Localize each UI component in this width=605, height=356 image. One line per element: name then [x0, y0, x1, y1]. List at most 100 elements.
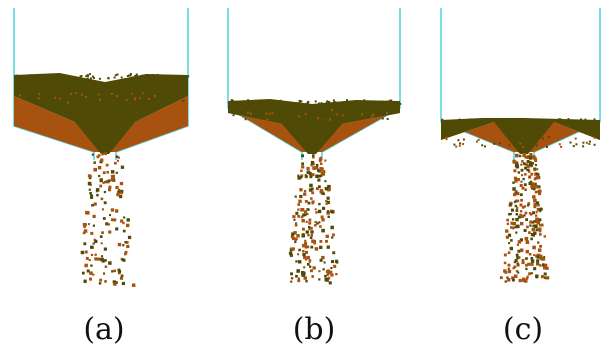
falling-particle [305, 280, 308, 283]
interface-grain [535, 144, 538, 147]
falling-particle [530, 237, 533, 241]
falling-particle [104, 259, 107, 262]
falling-particle [122, 221, 125, 225]
falling-particle [124, 251, 128, 254]
surface-grain [527, 118, 530, 121]
falling-particle [512, 187, 516, 191]
interface-grain [499, 142, 502, 145]
falling-particle [535, 228, 539, 232]
interface-grain [572, 145, 575, 148]
surface-grain [527, 123, 530, 125]
surface-grain [333, 101, 336, 103]
falling-particle [315, 174, 319, 178]
interface-grain [85, 96, 87, 98]
surface-grain [479, 119, 482, 122]
falling-particle [302, 243, 306, 248]
falling-particle [543, 276, 547, 279]
falling-particle [110, 177, 115, 182]
falling-particle [515, 153, 519, 158]
falling-particle [530, 257, 534, 260]
falling-particle [306, 255, 310, 260]
falling-particle [518, 154, 522, 158]
falling-particle [89, 271, 93, 275]
granular-layer-top [14, 73, 188, 154]
surface-grain [17, 75, 20, 78]
falling-particle [91, 246, 94, 249]
falling-particle [519, 203, 523, 207]
surface-grain [341, 103, 344, 106]
falling-particle [516, 262, 519, 265]
falling-particle [304, 242, 308, 245]
falling-particle [120, 191, 123, 195]
falling-particle [295, 211, 299, 215]
surface-grain [54, 77, 57, 79]
falling-particle [335, 273, 338, 276]
interface-grain [148, 98, 150, 100]
falling-particle [325, 202, 328, 205]
interface-grain [66, 101, 69, 104]
surface-grain [567, 118, 570, 121]
falling-particle [528, 182, 532, 185]
falling-particle [89, 277, 92, 281]
surface-grain [165, 77, 168, 80]
falling-particle [327, 276, 331, 280]
interface-grain [135, 99, 138, 101]
interface-grain [165, 94, 167, 97]
interface-grain [244, 118, 247, 121]
falling-particle [110, 170, 115, 174]
falling-particle [290, 277, 294, 280]
interface-grain [134, 97, 137, 100]
falling-particle [313, 241, 316, 245]
surface-grain [501, 121, 503, 124]
falling-particle [93, 167, 97, 172]
falling-particle [536, 220, 541, 225]
surface-grain [582, 121, 585, 124]
falling-particle [519, 213, 523, 217]
surface-grain [98, 77, 101, 80]
falling-particle [301, 234, 305, 238]
interface-grain [331, 109, 333, 112]
falling-particle [528, 156, 533, 160]
falling-particle [519, 238, 523, 242]
falling-particle [515, 253, 519, 257]
surface-grain [559, 118, 562, 121]
surface-grain [469, 118, 472, 121]
falling-particle [297, 176, 301, 180]
falling-particle [539, 244, 542, 248]
falling-particle [117, 159, 119, 162]
falling-particle [335, 259, 339, 263]
falling-particle [115, 171, 118, 174]
surface-grain [503, 121, 506, 124]
falling-particle [310, 197, 313, 200]
interface-grain [585, 141, 588, 144]
interface-grain [455, 145, 458, 148]
falling-particle [545, 276, 549, 280]
falling-particle [530, 233, 534, 237]
falling-particle [293, 231, 297, 235]
falling-particle [320, 215, 324, 219]
interface-grain [129, 101, 132, 103]
surface-grain [332, 99, 335, 102]
surface-grain [355, 102, 358, 105]
falling-particle [521, 186, 525, 190]
falling-particle [535, 211, 538, 214]
falling-particle [537, 185, 541, 189]
falling-particle [540, 223, 544, 227]
surface-grain [572, 122, 575, 125]
falling-particle [318, 174, 321, 178]
falling-particle [522, 177, 525, 181]
surface-grain [381, 102, 384, 105]
hopper-panel-a [13, 8, 190, 287]
falling-particle [305, 230, 309, 234]
falling-particle [533, 220, 536, 223]
falling-particle [124, 241, 127, 244]
falling-particle [321, 255, 325, 260]
falling-particle [104, 265, 108, 268]
interface-grain [493, 142, 496, 145]
falling-particle [85, 210, 89, 215]
surface-grain [470, 118, 473, 121]
interface-grain [381, 113, 384, 116]
falling-particle [327, 215, 330, 218]
falling-particle [512, 181, 515, 184]
